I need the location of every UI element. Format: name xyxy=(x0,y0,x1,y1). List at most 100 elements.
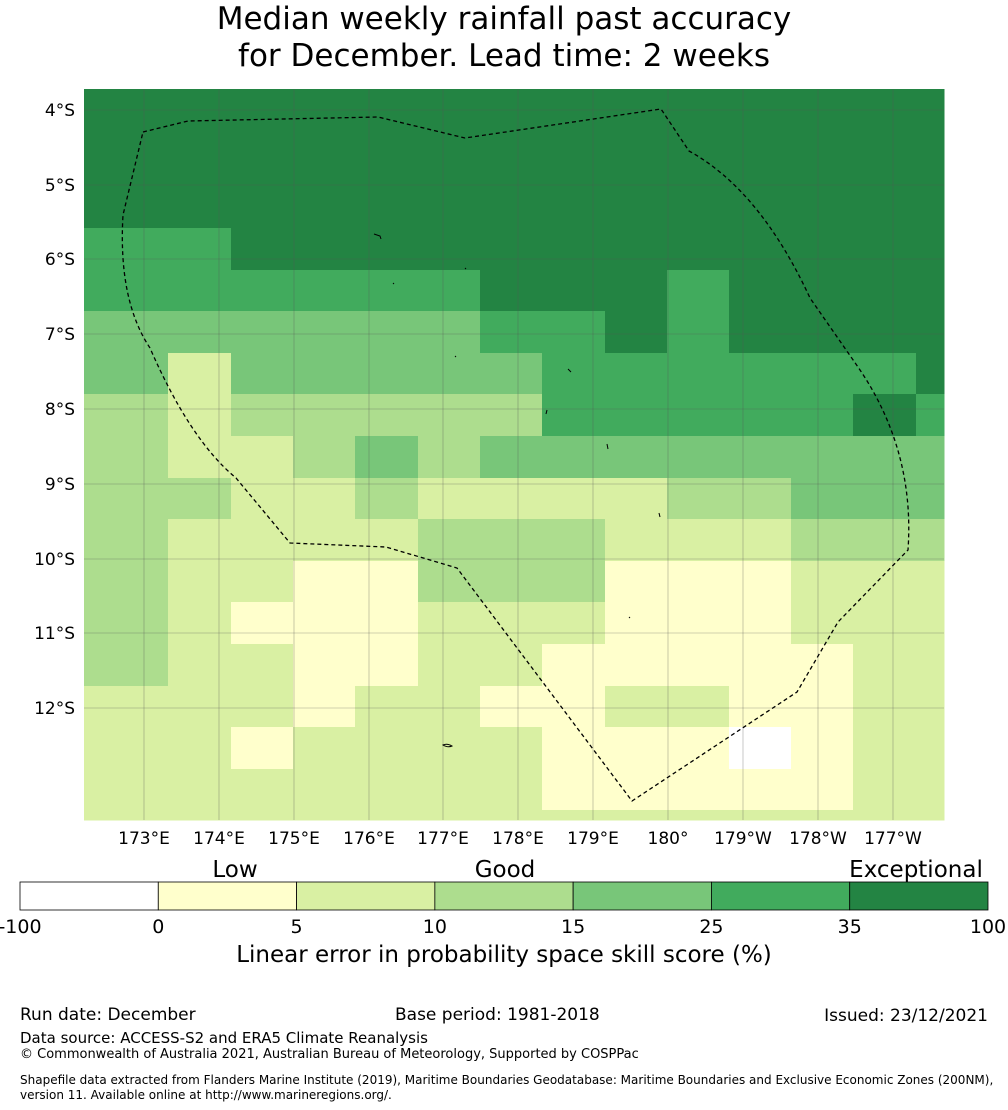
grid-cell xyxy=(605,769,668,811)
lat-label: 10°S xyxy=(34,550,75,570)
grid-cell xyxy=(418,478,481,520)
grid-cell xyxy=(542,810,606,821)
longitude-labels: 173°E 174°E 175°E 176°E 177°E 178°E 179°E 180° 1… xyxy=(118,829,922,849)
colorbar-tick-label: 5 xyxy=(291,916,303,938)
lat-label: 12°S xyxy=(34,699,75,719)
grid-cell xyxy=(168,727,232,770)
grid-cell xyxy=(293,353,356,395)
grid-cell xyxy=(355,394,419,437)
grid-cell xyxy=(355,436,419,479)
colorbar-segment xyxy=(711,881,851,911)
grid-cell xyxy=(605,89,668,187)
grid-cell xyxy=(418,602,481,645)
grid-cell xyxy=(480,644,543,687)
colorbar-category-label: Exceptional xyxy=(849,857,983,883)
grid-cell xyxy=(480,270,543,312)
grid-cell xyxy=(293,89,356,187)
grid-cell xyxy=(729,89,792,187)
colorbar-title: Linear error in probability space skill … xyxy=(236,942,772,968)
grid-cell xyxy=(293,727,356,770)
colorbar-tick-label: 100 xyxy=(970,916,1006,938)
grid-cell xyxy=(853,561,917,603)
grid-cell xyxy=(667,89,730,187)
grid-cell xyxy=(418,519,481,562)
grid-cell xyxy=(168,89,232,187)
grid-cell xyxy=(84,270,169,312)
grid-cell xyxy=(168,311,232,354)
grid-cell xyxy=(168,810,232,821)
grid-cell xyxy=(231,644,294,687)
grid-cell xyxy=(293,311,356,354)
colorbar-tick-label: 25 xyxy=(699,916,723,938)
grid-cell xyxy=(168,686,232,728)
grid-cell xyxy=(916,602,945,645)
grid-cell xyxy=(916,89,945,187)
colorbar-segment xyxy=(572,881,712,911)
lon-label: 177°E xyxy=(417,829,469,849)
grid-cell xyxy=(791,686,854,728)
grid-cell xyxy=(729,644,792,687)
grid-cell xyxy=(542,270,606,312)
grid-cell xyxy=(542,311,606,354)
island xyxy=(606,443,609,450)
grid-cell xyxy=(667,561,730,603)
grid-cell xyxy=(542,436,606,479)
grid-cell xyxy=(853,769,917,811)
grid-cell xyxy=(84,478,169,520)
grid-cell xyxy=(667,727,730,770)
grid-cell xyxy=(667,311,730,354)
grid-cell xyxy=(480,353,543,395)
island xyxy=(441,743,454,748)
grid-cell xyxy=(667,769,730,811)
grid-cell xyxy=(168,644,232,687)
grid-cell xyxy=(542,602,606,645)
grid-cell xyxy=(480,186,543,229)
grid-cell xyxy=(168,186,232,229)
colorbar-segment xyxy=(434,881,574,911)
grid-cell xyxy=(791,436,854,479)
colorbar-segment xyxy=(157,881,297,911)
grid-cell xyxy=(605,270,668,312)
grid-cell xyxy=(355,186,419,229)
grid-cell xyxy=(729,311,792,354)
grid-cell xyxy=(293,478,356,520)
grid-cell xyxy=(231,394,294,437)
lon-label: 173°E xyxy=(118,829,170,849)
grid-cell xyxy=(916,727,945,770)
grid-cell xyxy=(853,353,917,395)
grid-cell xyxy=(355,810,419,821)
grid-cell xyxy=(355,89,419,187)
grid-cell xyxy=(418,436,481,479)
grid-cell xyxy=(791,353,854,395)
lat-label: 5°S xyxy=(45,176,75,196)
grid-cell xyxy=(168,561,232,603)
colorbar-tick-label: 35 xyxy=(838,916,862,938)
grid-cell xyxy=(667,228,730,271)
grid-cell xyxy=(916,769,945,811)
grid-cell xyxy=(729,519,792,562)
grid-cell xyxy=(791,519,854,562)
grid-cell xyxy=(84,519,169,562)
graticule xyxy=(84,89,944,820)
grid-cell xyxy=(480,311,543,354)
grid-cell xyxy=(480,727,543,770)
grid-cell xyxy=(916,186,945,229)
lon-label: 179°W xyxy=(714,829,772,849)
grid-cell xyxy=(542,769,606,811)
grid-cell xyxy=(84,89,169,187)
data-source: Data source: ACCESS-S2 and ERA5 Climate … xyxy=(20,1029,428,1047)
grid-cell xyxy=(791,769,854,811)
grid-cell xyxy=(480,519,543,562)
grid-cell xyxy=(791,394,854,437)
grid-cell xyxy=(418,644,481,687)
grid-cell xyxy=(84,561,169,603)
grid-cell xyxy=(355,478,419,520)
grid-cell xyxy=(168,436,232,479)
grid-cell xyxy=(853,686,917,728)
grid-cell xyxy=(542,561,606,603)
shapefile-credit-line-1: Shapefile data extracted from Flanders M… xyxy=(20,1073,994,1087)
grid-cell xyxy=(293,394,356,437)
grid-cell xyxy=(605,311,668,354)
grid-cell xyxy=(418,561,481,603)
grid-cell xyxy=(293,644,356,687)
